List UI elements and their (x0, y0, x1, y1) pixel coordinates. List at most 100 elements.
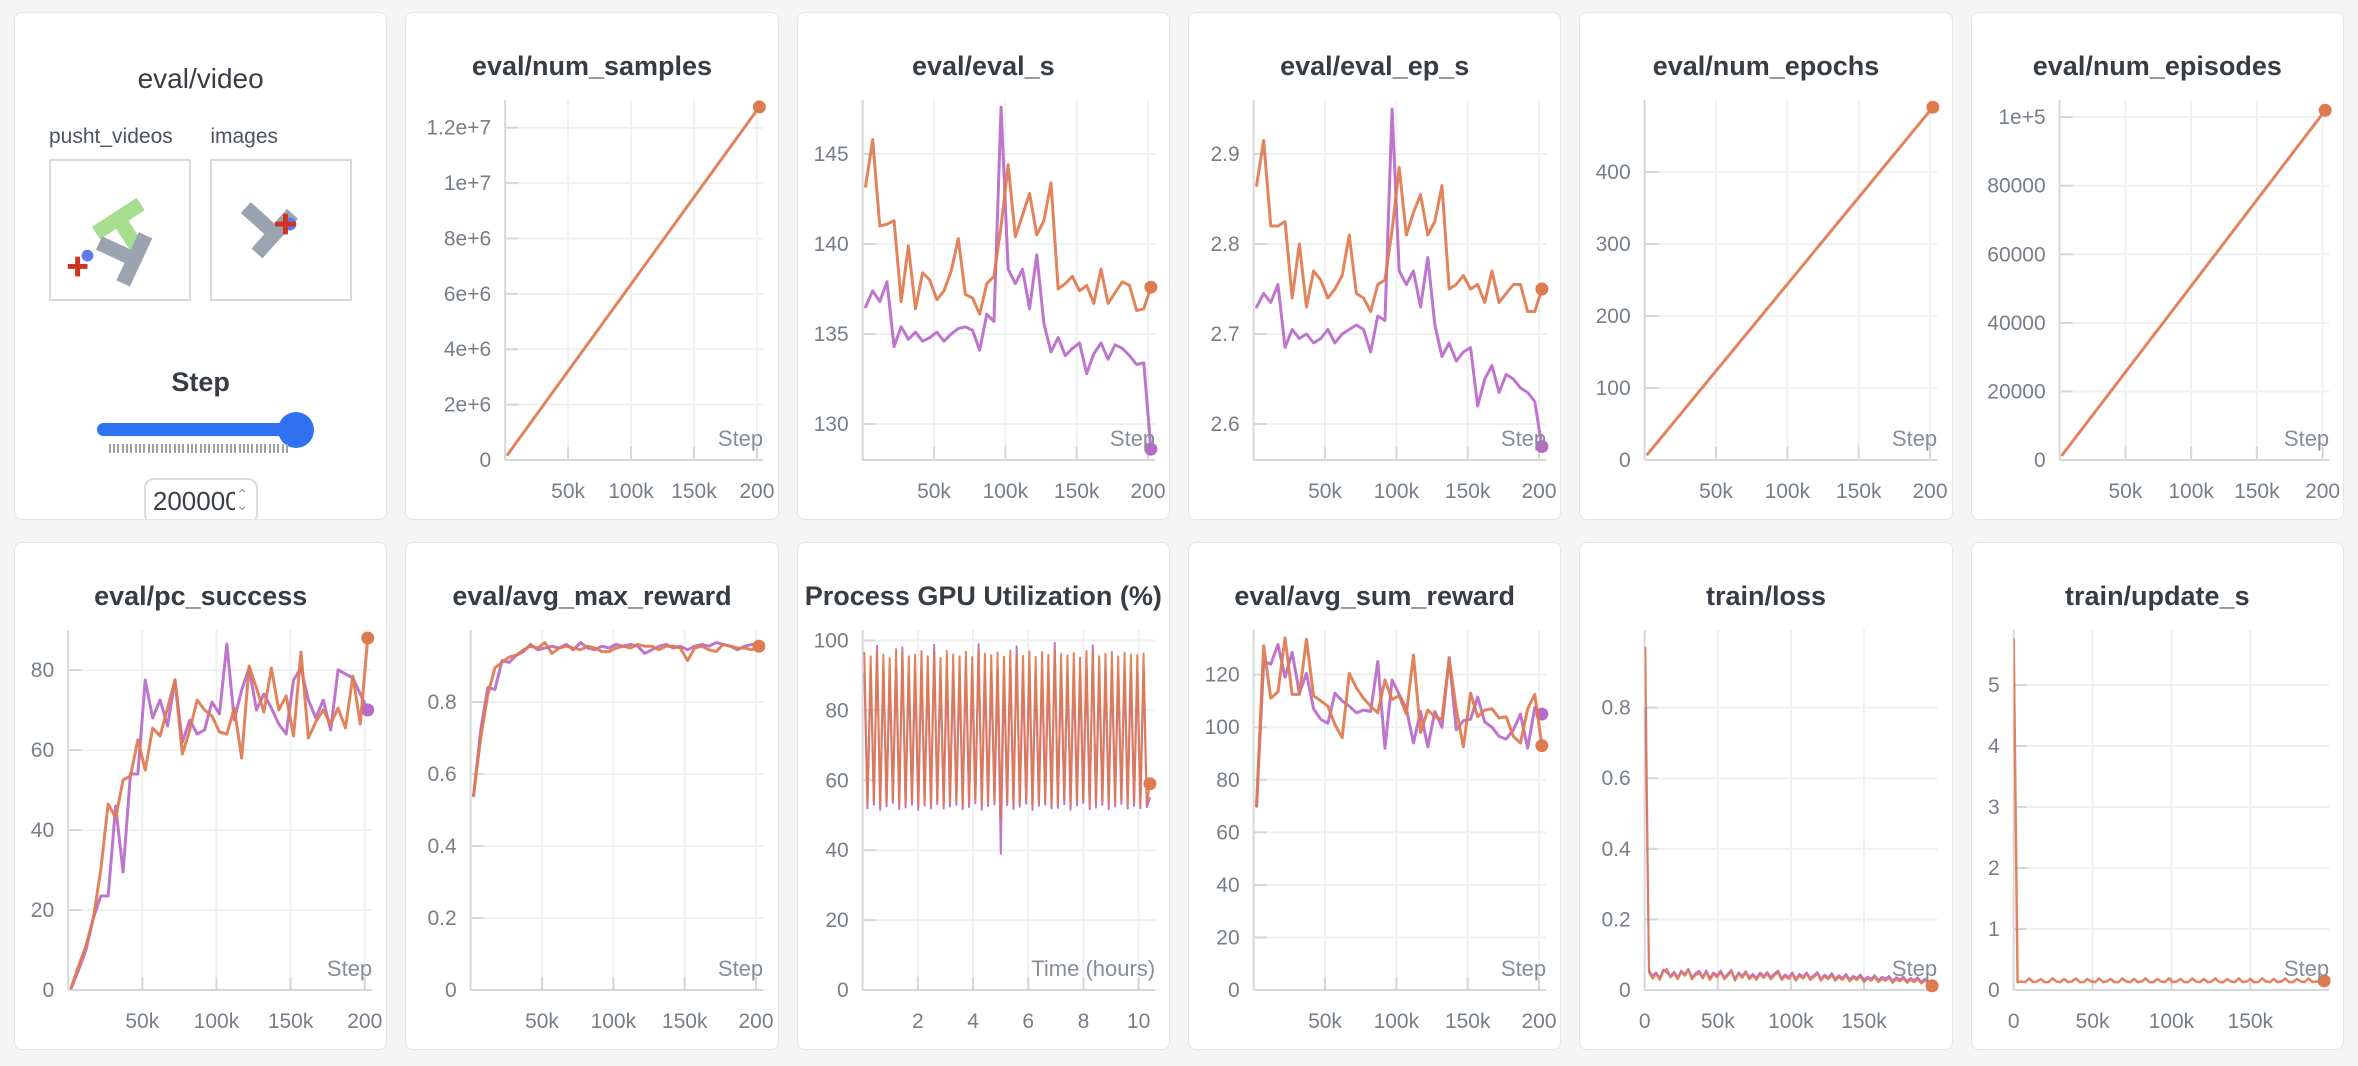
chart-panel-process-gpu-utilization: Process GPU Utilization (%) 0 20 40 60 80 100 2… (796, 542, 1170, 1050)
pusht-video-thumbnail[interactable] (49, 159, 191, 301)
chart-title: eval/eval_s (912, 51, 1055, 81)
latest-point-dot-purple (1535, 440, 1549, 453)
svg-text:60: 60 (31, 739, 54, 762)
chart-canvas[interactable]: 130 135 140 145 50k 100k 150k 200 Step (798, 88, 1169, 512)
series-line-orange (472, 641, 761, 798)
svg-text:6: 6 (1022, 1010, 1034, 1033)
chart-canvas[interactable]: 0 20000 40000 60000 80000 1e+5 50k 100k 150k 200 S… (1972, 88, 2343, 512)
svg-text:0.6: 0.6 (428, 763, 457, 786)
chart-canvas[interactable]: 0 100 200 300 400 50k 100k 150k 200 Step (1580, 88, 1951, 512)
chart-canvas[interactable]: 0 2e+6 4e+6 6e+6 8e+6 1e+7 1.2e+7 50k 100k 150k 20… (406, 88, 777, 512)
chart-canvas[interactable]: 0 0.2 0.4 0.6 0.8 0 50k 100k 150k Step (1580, 618, 1951, 1042)
x-axis-label: Step (1110, 426, 1155, 451)
svg-text:50k: 50k (1699, 480, 1733, 503)
svg-text:1e+7: 1e+7 (444, 172, 491, 195)
chart-title: eval/num_samples (471, 51, 713, 81)
step-input-box: ⌃ ⌄ (143, 478, 258, 519)
latest-point-dot-orange (1144, 280, 1158, 294)
latest-point-dot-orange (1535, 282, 1549, 296)
svg-text:50k: 50k (1701, 1010, 1735, 1033)
media-item-images[interactable]: images (210, 125, 353, 301)
series-line-orange (506, 105, 762, 456)
series-line-purple (69, 642, 370, 990)
svg-text:0: 0 (1988, 979, 2000, 1002)
chart-panel-eval-pc-success: eval/pc_success 0 20 40 60 80 50k 100k 150k 200 St… (14, 542, 388, 1050)
svg-text:200: 200 (2305, 480, 2340, 503)
svg-text:60: 60 (1216, 821, 1239, 844)
chart-canvas[interactable]: 0 20 40 60 80 100 120 50k 100k 150k 200 Step (1189, 618, 1560, 1042)
svg-text:150k: 150k (1054, 480, 1100, 503)
svg-text:0: 0 (1228, 979, 1240, 1002)
step-input[interactable] (152, 485, 235, 517)
svg-text:2.7: 2.7 (1210, 323, 1239, 346)
series-line-orange (2013, 637, 2326, 984)
latest-point-dot-orange (1143, 777, 1157, 791)
slider-ruler (108, 444, 289, 453)
svg-text:0.4: 0.4 (1602, 838, 1632, 861)
chart-panel-eval-eval-ep-s: eval/eval_ep_s 2.6 2.7 2.8 2.9 50k 100k 150k 200… (1188, 12, 1562, 520)
svg-text:50k: 50k (2075, 1010, 2109, 1033)
media-row: pusht_videos images (15, 125, 386, 301)
svg-text:60000: 60000 (1987, 243, 2045, 266)
svg-text:50k: 50k (551, 480, 585, 503)
svg-text:80: 80 (825, 699, 848, 722)
x-axis-label: Step (1892, 956, 1937, 981)
x-axis-label: Step (327, 956, 372, 981)
svg-text:50k: 50k (2108, 480, 2142, 503)
step-control: Step ⌃ ⌄ (15, 367, 386, 519)
chart-panel-eval-num-samples: eval/num_samples 0 2e+6 4e+6 6e+6 8e+6 1e+7 1.2… (405, 12, 779, 520)
svg-text:135: 135 (813, 323, 848, 346)
chart-canvas[interactable]: 0 20 40 60 80 100 2 4 6 8 10 Time (hours) (798, 618, 1169, 1042)
svg-text:0: 0 (837, 979, 849, 1002)
svg-text:50k: 50k (525, 1010, 559, 1033)
slider-knob[interactable] (278, 412, 315, 448)
images-thumbnail[interactable] (210, 159, 353, 301)
svg-text:200: 200 (1596, 305, 1631, 328)
x-axis-label: Time (hours) (1031, 956, 1155, 981)
svg-text:145: 145 (813, 143, 848, 166)
svg-text:50k: 50k (1308, 480, 1342, 503)
svg-text:50k: 50k (125, 1010, 159, 1033)
chart-canvas[interactable]: 2.6 2.7 2.8 2.9 50k 100k 150k 200 Step (1189, 88, 1560, 512)
svg-text:150k: 150k (1445, 1010, 1491, 1033)
svg-text:100k: 100k (2168, 480, 2214, 503)
svg-text:2e+6: 2e+6 (444, 394, 491, 417)
chart-title: eval/num_epochs (1652, 51, 1880, 81)
svg-text:60: 60 (825, 769, 848, 792)
svg-text:0: 0 (1639, 1010, 1651, 1033)
x-axis-label: Step (1501, 426, 1546, 451)
svg-text:20: 20 (31, 899, 54, 922)
series-line-purple (472, 641, 761, 798)
svg-text:0.8: 0.8 (428, 691, 457, 714)
svg-text:150k: 150k (268, 1010, 314, 1033)
svg-text:100k: 100k (982, 480, 1028, 503)
svg-text:0: 0 (480, 449, 492, 472)
chart-canvas[interactable]: 0 1 2 3 4 5 0 50k 100k 150k Step (1972, 618, 2343, 1042)
svg-text:2.6: 2.6 (1210, 413, 1239, 436)
svg-text:0: 0 (42, 979, 54, 1002)
svg-text:1e+5: 1e+5 (1998, 106, 2045, 129)
slider-track[interactable] (96, 423, 305, 436)
svg-text:0.4: 0.4 (428, 835, 458, 858)
chart-panel-eval-eval-s: eval/eval_s 130 135 140 145 50k 100k 150k 200 Ste… (796, 12, 1170, 520)
x-axis-label: Step (718, 956, 763, 981)
svg-text:4: 4 (967, 1010, 979, 1033)
svg-text:150k: 150k (2227, 1010, 2273, 1033)
chart-canvas[interactable]: 0 0.2 0.4 0.6 0.8 50k 100k 150k 200 Step (406, 618, 777, 1042)
x-axis-label: Step (2284, 426, 2329, 451)
latest-point-dot-orange (753, 100, 767, 114)
series-line-purple (1255, 107, 1544, 448)
spinner-up-icon[interactable]: ⌃ (235, 487, 249, 504)
x-axis-label: Step (1892, 426, 1937, 451)
media-item-pusht-videos[interactable]: pusht_videos (49, 125, 191, 301)
spinner-down-icon[interactable]: ⌄ (235, 497, 249, 514)
chart-canvas[interactable]: 0 20 40 60 80 50k 100k 150k 200 Step (15, 618, 386, 1042)
chart-panel-train-update-s: train/update_s 0 1 2 3 4 5 0 50k 100k 150k Step (1970, 542, 2344, 1050)
panel-title: eval/video (137, 63, 264, 94)
svg-text:0.8: 0.8 (1602, 697, 1631, 720)
svg-text:2: 2 (912, 1010, 924, 1033)
svg-text:5: 5 (1988, 674, 2000, 697)
svg-text:3: 3 (1988, 796, 2000, 819)
step-slider[interactable] (96, 412, 315, 460)
pusht-scene-icon (67, 197, 153, 287)
